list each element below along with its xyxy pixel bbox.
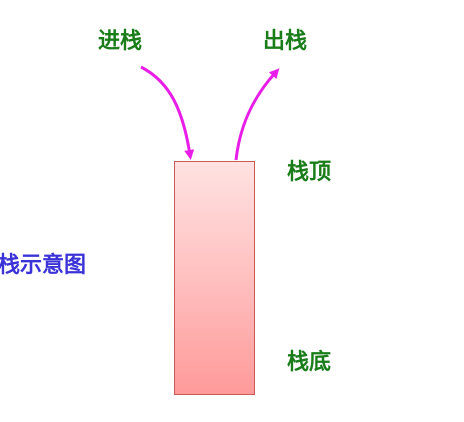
stack-container bbox=[174, 161, 255, 395]
diagram-title: 栈示意图 bbox=[0, 253, 87, 278]
push-arrow bbox=[140, 65, 195, 160]
push-label: 进栈 bbox=[98, 29, 143, 54]
pop-label: 出栈 bbox=[263, 29, 308, 54]
pop-arrow bbox=[234, 68, 280, 161]
stack-bottom-label: 栈底 bbox=[287, 350, 332, 375]
stack-top-label: 栈顶 bbox=[287, 160, 332, 185]
